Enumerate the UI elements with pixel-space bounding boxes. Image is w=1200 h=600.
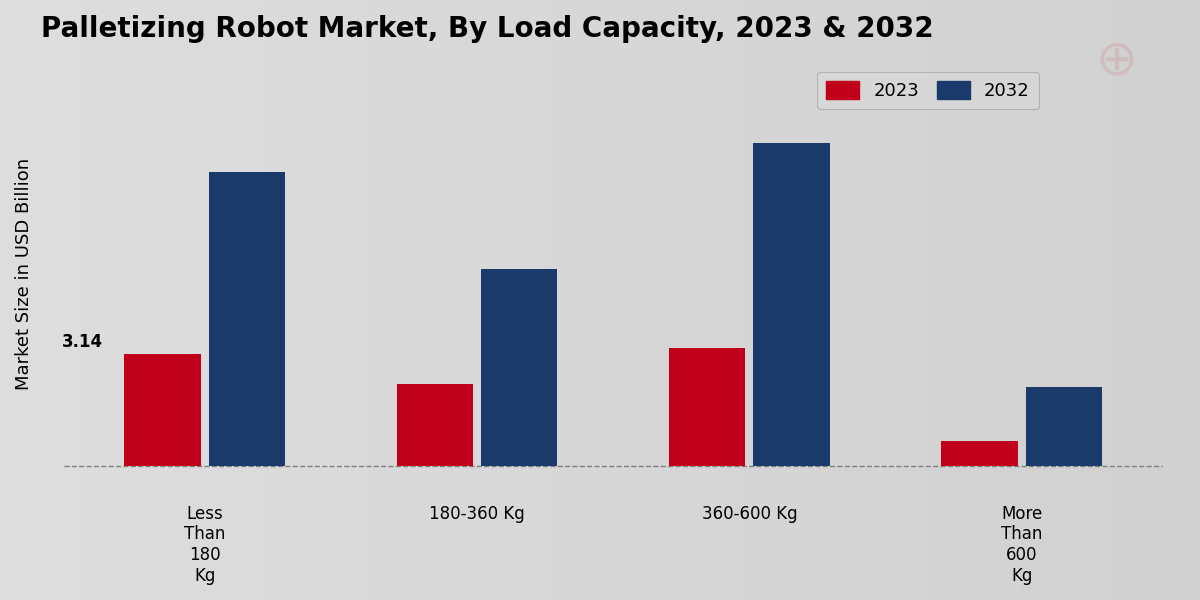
Bar — [481, 269, 557, 466]
Legend: 2023, 2032: 2023, 2032 — [817, 71, 1039, 109]
Bar — [397, 383, 473, 466]
Bar — [754, 143, 829, 466]
Bar — [125, 353, 200, 466]
Bar — [209, 172, 286, 466]
Bar — [941, 441, 1018, 466]
Bar — [668, 348, 745, 466]
Text: 3.14: 3.14 — [61, 332, 103, 350]
Bar — [1026, 387, 1102, 466]
Text: ⊕: ⊕ — [1096, 36, 1136, 84]
Y-axis label: Market Size in USD Billion: Market Size in USD Billion — [14, 158, 34, 391]
Text: Palletizing Robot Market, By Load Capacity, 2023 & 2032: Palletizing Robot Market, By Load Capaci… — [41, 15, 934, 43]
